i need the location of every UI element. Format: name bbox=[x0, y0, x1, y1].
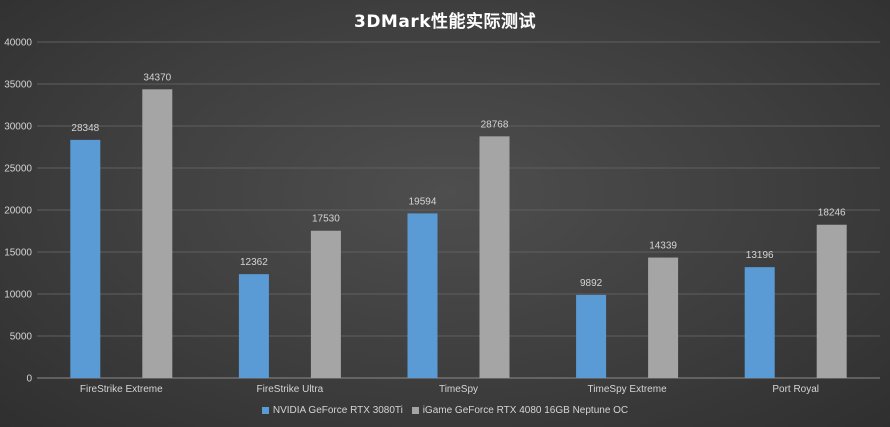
bar-series-2 bbox=[648, 257, 679, 378]
chart-legend: NVIDIA GeForce RTX 3080Ti iGame GeForce … bbox=[0, 405, 890, 417]
legend-item-series-2: iGame GeForce RTX 4080 16GB Neptune OC bbox=[411, 405, 629, 416]
x-tick-label: TimeSpy Extreme bbox=[588, 384, 668, 395]
data-label: 19594 bbox=[409, 196, 437, 207]
legend-label-series-1: NVIDIA GeForce RTX 3080Ti bbox=[272, 405, 403, 416]
legend-item-series-1: NVIDIA GeForce RTX 3080Ti bbox=[261, 405, 403, 416]
data-label: 18246 bbox=[818, 208, 846, 219]
bar-series-1 bbox=[238, 274, 269, 378]
data-label: 14339 bbox=[649, 241, 677, 252]
data-label: 28768 bbox=[481, 119, 509, 130]
y-tick-label: 15000 bbox=[4, 248, 32, 259]
y-tick-label: 0 bbox=[26, 374, 32, 385]
bar-series-1 bbox=[744, 267, 775, 378]
data-label: 17530 bbox=[312, 214, 340, 225]
data-label: 12362 bbox=[240, 257, 268, 268]
data-label: 28348 bbox=[71, 123, 99, 134]
y-tick-label: 10000 bbox=[4, 290, 32, 301]
legend-swatch-series-2 bbox=[411, 407, 419, 414]
x-tick-label: TimeSpy bbox=[439, 384, 478, 395]
y-tick-label: 35000 bbox=[4, 80, 32, 91]
bar-series-1 bbox=[407, 213, 438, 378]
y-tick-label: 25000 bbox=[4, 164, 32, 175]
y-tick-label: 5000 bbox=[10, 332, 33, 343]
y-tick-label: 40000 bbox=[4, 38, 32, 49]
x-tick-label: FireStrike Ultra bbox=[257, 384, 324, 395]
data-label: 13196 bbox=[746, 250, 774, 261]
chart-title: 3DMark性能实际测试 bbox=[353, 12, 537, 32]
y-tick-label: 30000 bbox=[4, 122, 32, 133]
bar-series-2 bbox=[479, 136, 510, 378]
legend-label-series-2: iGame GeForce RTX 4080 16GB Neptune OC bbox=[422, 405, 629, 416]
bar-series-2 bbox=[816, 224, 847, 378]
bar-series-1 bbox=[576, 294, 607, 378]
bar-series-2 bbox=[142, 89, 173, 379]
bar-series-2 bbox=[310, 230, 341, 378]
data-label: 9892 bbox=[580, 278, 603, 289]
bar-series-1 bbox=[70, 139, 101, 378]
legend-swatch-series-1 bbox=[261, 407, 269, 414]
x-tick-label: Port Royal bbox=[772, 384, 819, 395]
data-label: 34370 bbox=[143, 72, 171, 83]
x-tick-label: FireStrike Extreme bbox=[80, 384, 163, 395]
y-tick-label: 20000 bbox=[4, 206, 32, 217]
